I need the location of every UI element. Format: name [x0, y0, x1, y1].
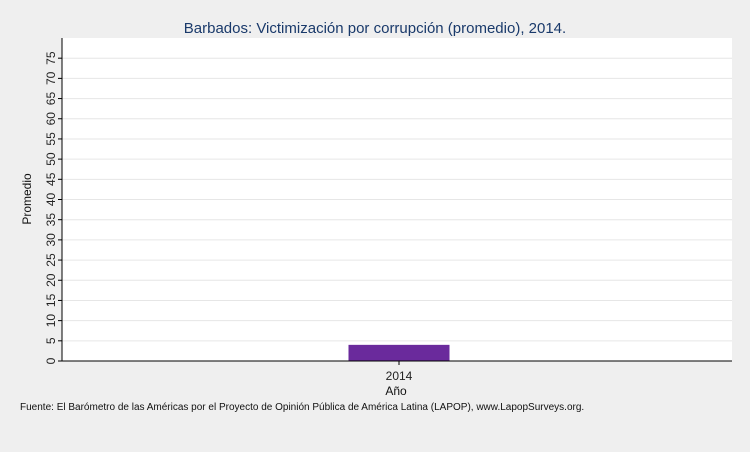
bar — [348, 344, 450, 361]
y-ticks: 0 5 10 15 20 25 30 35 40 45 50 55 60 65 70 75 — [44, 51, 62, 364]
grid-lines — [62, 57, 732, 342]
y-tick-label: 25 — [44, 253, 58, 267]
y-tick-label: 50 — [44, 152, 58, 166]
chart-title: Barbados: Victimización por corrupción (… — [184, 20, 566, 37]
y-tick-label: 5 — [44, 337, 58, 344]
y-axis-title: Promedio — [20, 173, 34, 225]
y-tick-label: 45 — [44, 172, 58, 186]
y-tick-label: 75 — [44, 51, 58, 65]
x-ticks: 2014 — [386, 361, 413, 383]
y-tick-label: 0 — [44, 357, 58, 364]
y-tick-label: 55 — [44, 132, 58, 146]
y-tick-label: 65 — [44, 92, 58, 106]
bars — [348, 344, 450, 361]
y-tick-label: 40 — [44, 193, 58, 207]
y-tick-label: 70 — [44, 71, 58, 85]
x-tick-label: 2014 — [386, 369, 413, 383]
x-axis-title: Año — [385, 384, 407, 398]
y-tick-label: 20 — [44, 273, 58, 287]
source-note: Fuente: El Barómetro de las Américas por… — [20, 402, 584, 413]
y-tick-label: 60 — [44, 112, 58, 126]
y-tick-label: 35 — [44, 213, 58, 227]
y-tick-label: 15 — [44, 293, 58, 307]
y-tick-label: 10 — [44, 314, 58, 328]
y-tick-label: 30 — [44, 233, 58, 247]
